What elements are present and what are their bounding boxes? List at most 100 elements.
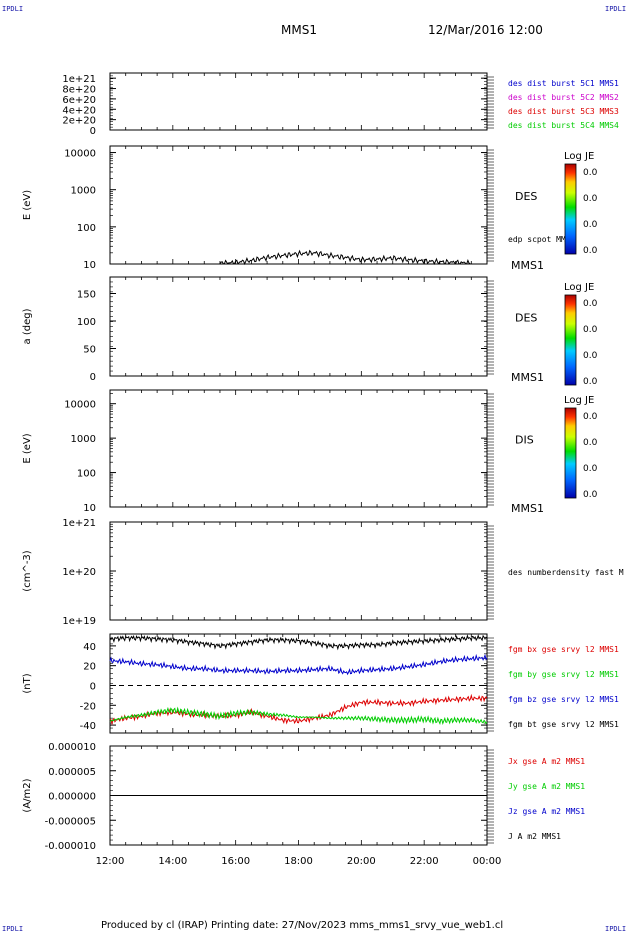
colorbar [564, 407, 577, 499]
date-title: 12/Mar/2016 12:00 [428, 23, 543, 37]
colorbar-title: Log JE [564, 282, 594, 293]
panel-frame [109, 72, 488, 131]
panel-frame [109, 389, 488, 508]
legend-entry: Jx gse A m2 MMS1 [508, 757, 585, 766]
y-tick-label: 20 [83, 662, 96, 673]
legend-entry: fgm bz gse srvy l2 MMS1 [508, 695, 619, 704]
y-tick-label: 1e+21 [62, 518, 96, 529]
spacecraft-label: MMS1 [511, 502, 544, 515]
x-tick-label: 00:00 [473, 856, 502, 867]
bottom-right-stamp: IPDLI [605, 925, 627, 933]
y-tick-label: 10 [83, 260, 96, 271]
instrument-label: DES [515, 190, 537, 203]
x-tick-label: 16:00 [221, 856, 250, 867]
x-tick-label: 14:00 [158, 856, 187, 867]
series-line [109, 653, 488, 676]
y-tick-label: 1000 [71, 186, 96, 197]
y-tick-label: -20 [80, 701, 96, 712]
y-axis-label: a (deg) [22, 308, 33, 344]
y-tick-label: 0.000005 [48, 767, 96, 778]
y-tick-label: 1e+21 [62, 74, 96, 85]
x-tick-label: 22:00 [410, 856, 439, 867]
y-tick-label: 0 [90, 681, 96, 692]
colorbar [564, 163, 577, 255]
panel-frame [109, 276, 488, 377]
y-axis-label: (cm^-3) [22, 550, 33, 591]
colorbar-tick-label: 0.0 [583, 299, 598, 309]
overlay-label: edp scpot MMS1 [508, 235, 576, 244]
legend-entry: fgm bx gse srvy l2 MMS1 [508, 645, 619, 654]
colorbar-tick-label: 0.0 [583, 351, 598, 361]
y-tick-label: 6e+20 [62, 95, 96, 106]
colorbar-tick-label: 0.0 [583, 490, 598, 500]
y-tick-label: 0 [90, 372, 96, 383]
legend-entry: des dist burst 5C3 MMS3 [508, 107, 619, 116]
panel-frame [109, 145, 488, 265]
y-tick-label: 10 [83, 503, 96, 514]
spacecraft-label: MMS1 [511, 371, 544, 384]
y-tick-label: 0 [90, 126, 96, 137]
x-tick-label: 20:00 [347, 856, 376, 867]
legend-entry: des dist burst 5C4 MMS4 [508, 121, 619, 130]
y-tick-label: -0.000010 [45, 841, 96, 852]
series-line [109, 706, 488, 726]
legend-entry: fgm bt gse srvy l2 MMS1 [508, 720, 619, 729]
y-tick-label: 150 [77, 290, 96, 301]
y-tick-label: 2e+20 [62, 116, 96, 127]
colorbar-tick-label: 0.0 [583, 246, 598, 256]
y-axis-label: E (eV) [22, 190, 33, 220]
y-tick-label: 8e+20 [62, 85, 96, 96]
y-tick-label: 100 [77, 223, 96, 234]
legend-entry: des dist burst 5C1 MMS1 [508, 79, 619, 88]
legend-entry: fgm by gse srvy l2 MMS1 [508, 670, 619, 679]
scpot-line [219, 249, 471, 266]
legend-entry: Jy gse A m2 MMS1 [508, 782, 585, 791]
y-tick-label: 40 [83, 642, 96, 653]
colorbar-tick-label: 0.0 [583, 412, 598, 422]
y-axis-label: (A/m2) [22, 778, 33, 812]
y-tick-label: -40 [80, 721, 96, 732]
y-tick-label: 100 [77, 317, 96, 328]
footer-credit: Produced by cl (IRAP) Printing date: 27/… [101, 920, 504, 931]
legend-entry: des numberdensity fast M [508, 568, 624, 577]
colorbar-tick-label: 0.0 [583, 464, 598, 474]
legend-entry: des dist burst 5C2 MMS2 [508, 93, 619, 102]
colorbar-tick-label: 0.0 [583, 438, 598, 448]
y-tick-label: -0.000005 [45, 816, 96, 827]
x-tick-label: 12:00 [96, 856, 125, 867]
series-line [109, 693, 488, 726]
top-right-stamp: IPDLI [605, 5, 627, 13]
top-left-stamp: IPDLI [2, 5, 24, 13]
bottom-left-stamp: IPDLI [2, 925, 24, 933]
colorbar-tick-label: 0.0 [583, 194, 598, 204]
y-tick-label: 100 [77, 469, 96, 480]
y-tick-label: 1e+20 [62, 567, 96, 578]
y-tick-label: 10000 [64, 400, 96, 411]
colorbar [564, 294, 577, 386]
colorbar-tick-label: 0.0 [583, 325, 598, 335]
legend-entry: J A m2 MMS1 [508, 832, 561, 841]
y-tick-label: 4e+20 [62, 105, 96, 116]
colorbar-tick-label: 0.0 [583, 377, 598, 387]
colorbar-tick-label: 0.0 [583, 168, 598, 178]
legend-entry: Jz gse A m2 MMS1 [508, 807, 585, 816]
colorbar-title: Log JE [564, 395, 594, 406]
y-tick-label: 1000 [71, 434, 96, 445]
y-axis-label: (nT) [22, 673, 33, 693]
y-tick-label: 10000 [64, 149, 96, 160]
y-tick-label: 1e+19 [62, 616, 96, 627]
y-tick-label: 0.000010 [48, 742, 96, 753]
spacecraft-title: MMS1 [281, 23, 317, 37]
y-tick-label: 50 [83, 345, 96, 356]
panel-frame [109, 521, 488, 621]
colorbar-title: Log JE [564, 151, 594, 162]
instrument-label: DES [515, 312, 537, 325]
x-tick-label: 18:00 [284, 856, 313, 867]
spacecraft-label: MMS1 [511, 259, 544, 272]
colorbar-tick-label: 0.0 [583, 220, 598, 230]
y-tick-label: 0.000000 [48, 792, 96, 803]
y-axis-label: E (eV) [22, 433, 33, 463]
series-line [109, 634, 488, 651]
instrument-label: DIS [515, 434, 534, 447]
